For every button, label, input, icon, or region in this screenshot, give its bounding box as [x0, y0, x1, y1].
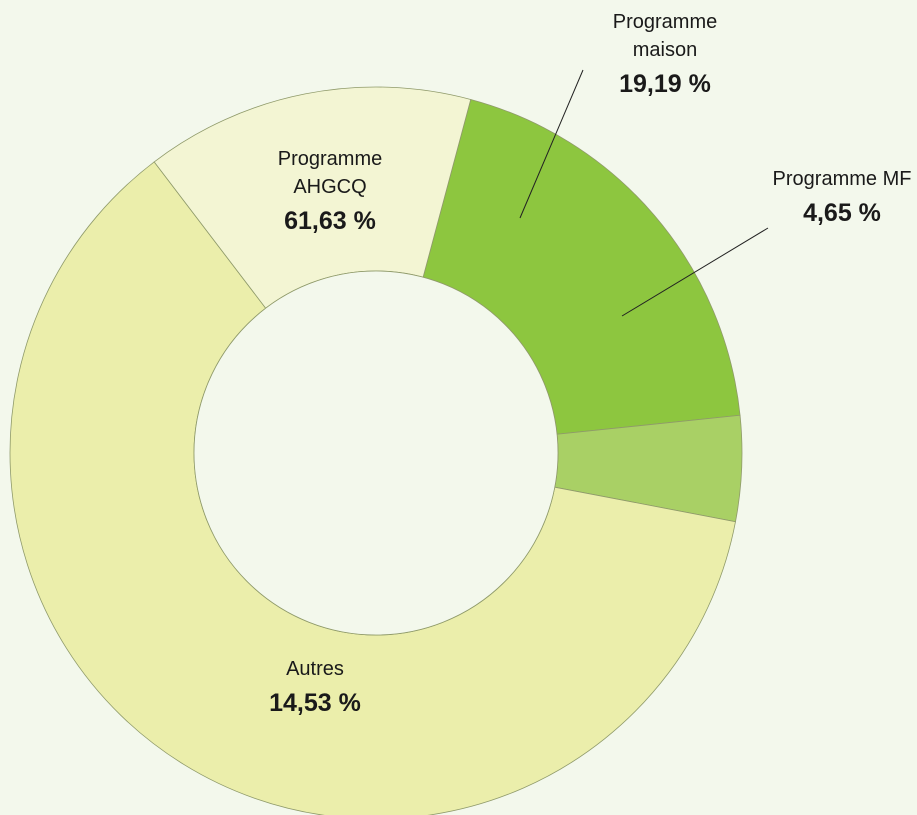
category-label: Programme AHGCQ [277, 148, 383, 198]
category-label: Programme maison [612, 11, 718, 61]
value-label: 4,65 % [803, 199, 881, 227]
slice-label: Programme AHGCQ 61,63 % [255, 145, 405, 241]
leader-line [519, 69, 584, 219]
value-label: 19,19 % [619, 70, 711, 98]
donut-hole [193, 270, 559, 636]
slice-label: Programme MF 4,65 % [767, 165, 917, 233]
value-label: 61,63 % [284, 207, 376, 235]
value-label: 14,53 % [269, 689, 361, 717]
category-label: Programme MF [772, 168, 912, 190]
slice-label: Programme maison 19,19 % [590, 8, 740, 104]
slice-label: Autres 14,53 % [240, 655, 390, 723]
leader-line [621, 227, 769, 317]
category-label: Autres [286, 658, 344, 680]
